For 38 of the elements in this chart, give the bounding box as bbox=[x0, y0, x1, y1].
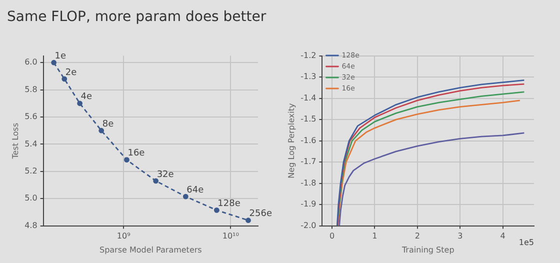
annotation: 1e bbox=[54, 51, 67, 62]
x-tick-label: 2 bbox=[414, 232, 420, 241]
y-tick-label: 5.6 bbox=[24, 112, 38, 122]
y-tick-label: -2.0 bbox=[300, 220, 316, 230]
text: 1e5 bbox=[518, 238, 534, 247]
y-tick-label: -1.3 bbox=[300, 72, 316, 82]
x-tick-label: 3 bbox=[458, 232, 463, 241]
y-axis-title: Neg Log Perplexity bbox=[286, 103, 296, 178]
annotation: 32e bbox=[156, 170, 174, 180]
y-tick-label: -1.6 bbox=[300, 136, 316, 145]
y-tick-label: 6.0 bbox=[24, 58, 38, 67]
annotation: 16e bbox=[128, 148, 146, 159]
y-tick-label: -1.4 bbox=[300, 93, 316, 102]
annotation: 128e bbox=[218, 199, 241, 210]
x-tick-label: 4 bbox=[500, 232, 506, 241]
y-tick-label: 5.0 bbox=[24, 194, 38, 203]
x-axis-title: Training Step bbox=[400, 245, 454, 254]
y-tick-label: -1.8 bbox=[300, 178, 316, 188]
x-tick-label: 10⁹ bbox=[116, 232, 130, 241]
y-tick-label: 5.2 bbox=[24, 166, 38, 176]
annotation: 8e bbox=[102, 119, 114, 130]
x-axis-title: Sparse Model Parameters bbox=[99, 245, 202, 254]
x-tick-label: 0 bbox=[329, 232, 335, 241]
y-tick-label: 5.4 bbox=[24, 139, 38, 148]
annotation: 4e bbox=[80, 92, 93, 102]
y-tick-label: 4.8 bbox=[24, 220, 38, 230]
y-tick-label: -1.2 bbox=[300, 50, 316, 60]
annotation: 256e bbox=[249, 209, 272, 220]
x-tick-label: 10¹⁰ bbox=[222, 232, 239, 241]
annotation: 2e bbox=[65, 68, 78, 78]
y-axis-title: Test Loss bbox=[10, 122, 20, 160]
x-tick-label: 1 bbox=[372, 232, 378, 241]
y-tick-label: -1.9 bbox=[300, 200, 316, 209]
annotation: 64e bbox=[186, 185, 204, 196]
y-tick-label: -1.7 bbox=[300, 157, 316, 166]
y-tick-label: 5.8 bbox=[24, 84, 38, 94]
chart-title: Same FLOP, more param does better bbox=[7, 9, 266, 25]
y-tick-label: -1.5 bbox=[300, 114, 316, 124]
